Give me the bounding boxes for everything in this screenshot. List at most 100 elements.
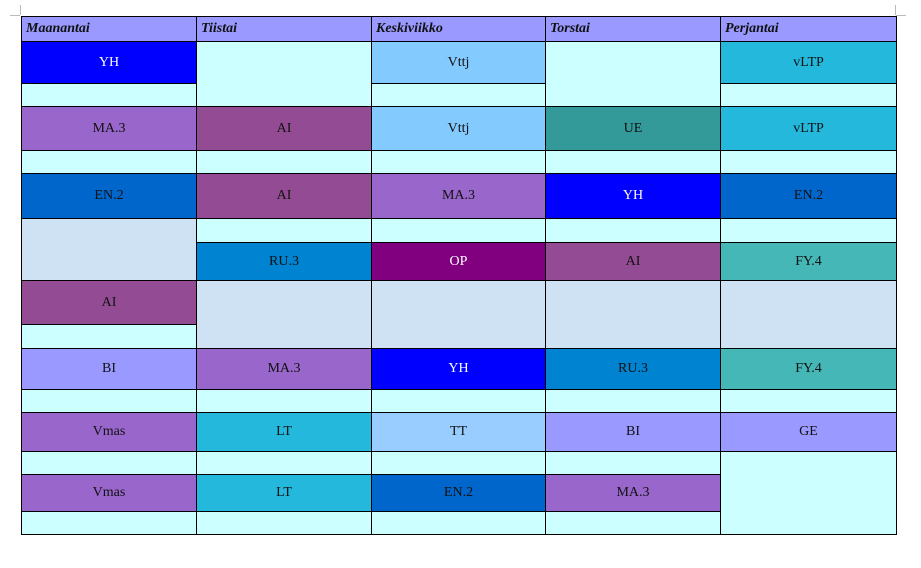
timetable-cell: YH	[21, 41, 197, 84]
cell-text: YH	[448, 361, 469, 376]
timetable-cell: UE	[545, 106, 721, 151]
timetable-cell	[545, 150, 721, 174]
cell-text: LT	[276, 485, 292, 500]
timetable-cell: Vmas	[21, 474, 197, 512]
timetable-cell	[21, 150, 197, 174]
timetable-cell	[371, 389, 546, 413]
timetable-cell: LT	[196, 474, 372, 512]
timetable-cell: MA.3	[545, 474, 721, 512]
cell-text: LT	[276, 424, 292, 439]
timetable-cell: AI	[21, 280, 197, 325]
cell-text: AI	[101, 294, 117, 310]
cell-text: OP	[449, 253, 468, 269]
timetable-cell: FY.4	[720, 348, 897, 390]
cell-text: GE	[799, 424, 818, 439]
cell-text: RU.3	[269, 253, 299, 269]
timetable-cell	[720, 218, 897, 243]
cell-text: Vttj	[447, 54, 470, 70]
cell-text: Vttj	[447, 120, 470, 136]
cell-text: BI	[102, 361, 116, 376]
timetable-cell: MA.3	[371, 173, 546, 219]
timetable-cell: EN.2	[21, 173, 197, 219]
cell-text: FY.4	[795, 361, 822, 376]
timetable-cell	[196, 511, 372, 535]
cell-text: Keskiviikko	[376, 21, 443, 36]
timetable-cell	[21, 83, 197, 107]
cell-text: EN.2	[793, 188, 824, 203]
cell-text: Vmas	[92, 424, 126, 439]
timetable-cell	[371, 150, 546, 174]
timetable-cell: Vttj	[371, 41, 546, 84]
timetable-cell	[21, 324, 197, 349]
cell-text: MA.3	[441, 188, 476, 203]
timetable-cell: vLTP	[720, 41, 897, 84]
timetable-cell	[545, 41, 721, 107]
timetable-cell: OP	[371, 242, 546, 281]
cell-text: AI	[625, 253, 641, 269]
timetable-cell	[371, 280, 546, 349]
timetable-cell	[371, 218, 546, 243]
timetable-cell: AI	[545, 242, 721, 281]
timetable-cell: RU.3	[196, 242, 372, 281]
timetable-cell: RU.3	[545, 348, 721, 390]
header-cell: Keskiviikko	[371, 16, 546, 42]
timetable-cell: Vttj	[371, 106, 546, 151]
timetable-cell: vLTP	[720, 106, 897, 151]
timetable-cell: MA.3	[21, 106, 197, 151]
timetable-cell: GE	[720, 412, 897, 452]
cell-text: vLTP	[793, 120, 824, 136]
timetable-cell	[720, 150, 897, 174]
cell-text: TT	[449, 424, 468, 439]
page-corner	[895, 5, 896, 15]
timetable-cell: MA.3	[196, 348, 372, 390]
timetable-cell	[196, 451, 372, 475]
header-cell: Perjantai	[720, 16, 897, 42]
page-corner	[10, 15, 20, 16]
timetable-cell: YH	[371, 348, 546, 390]
timetable-cell: LT	[196, 412, 372, 452]
timetable-cell	[196, 41, 372, 107]
cell-text: MA.3	[267, 361, 301, 376]
timetable-cell	[196, 150, 372, 174]
cell-text: BI	[626, 424, 640, 439]
cell-text: AI	[276, 188, 292, 203]
timetable-cell	[371, 83, 546, 107]
cell-text: EN.2	[94, 188, 124, 203]
cell-text: Vmas	[92, 485, 126, 500]
timetable-cell	[371, 451, 546, 475]
page-corner	[20, 5, 21, 15]
timetable-cell: YH	[545, 173, 721, 219]
cell-text: MA.3	[616, 485, 650, 500]
timetable-cell: BI	[21, 348, 197, 390]
timetable-cell	[21, 451, 197, 475]
timetable-cell	[21, 218, 197, 281]
cell-text: Tiistai	[201, 21, 238, 36]
timetable-cell	[720, 83, 897, 107]
header-cell: Torstai	[545, 16, 721, 42]
cell-text: RU.3	[618, 361, 648, 376]
timetable-cell	[21, 389, 197, 413]
timetable-cell: TT	[371, 412, 546, 452]
timetable-cell: AI	[196, 173, 372, 219]
timetable-cell: FY.4	[720, 242, 897, 281]
timetable-cell: Vmas	[21, 412, 197, 452]
timetable-cell	[545, 451, 721, 475]
timetable-cell	[545, 218, 721, 243]
timetable-cell: AI	[196, 106, 372, 151]
timetable-cell	[545, 280, 721, 349]
header-cell: Maanantai	[21, 16, 197, 42]
cell-text: FY.4	[795, 253, 822, 269]
cell-text: Perjantai	[725, 21, 779, 36]
timetable-cell	[196, 280, 372, 349]
header-cell: Tiistai	[196, 16, 372, 42]
timetable-cell: BI	[545, 412, 721, 452]
timetable-cell: EN.2	[371, 474, 546, 512]
cell-text: Torstai	[550, 21, 590, 36]
cell-text: AI	[276, 120, 292, 136]
timetable-cell	[196, 389, 372, 413]
timetable-cell	[720, 451, 897, 535]
cell-text: YH	[98, 54, 120, 70]
timetable-cell	[720, 389, 897, 413]
cell-text: UE	[623, 120, 643, 136]
